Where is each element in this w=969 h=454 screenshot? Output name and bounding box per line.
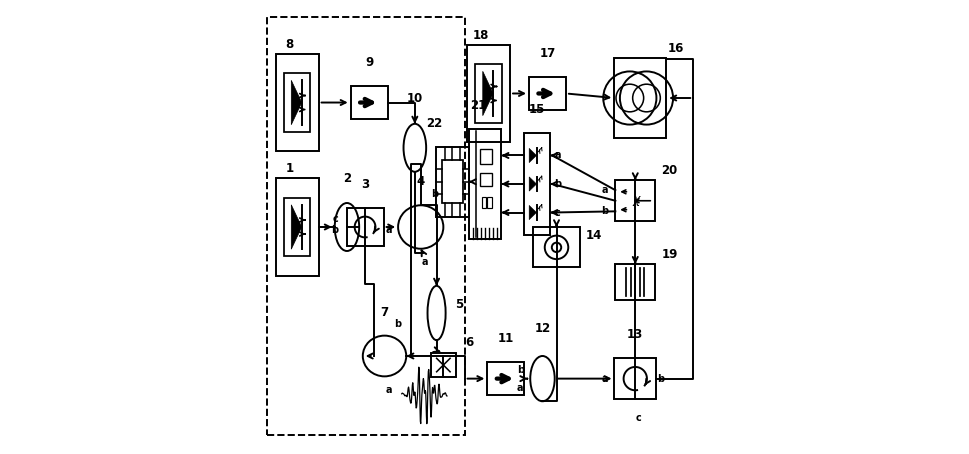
- Bar: [284, 198, 310, 256]
- Bar: [442, 160, 462, 203]
- Bar: [614, 180, 654, 221]
- Bar: [523, 133, 549, 235]
- Bar: [467, 45, 510, 142]
- Text: 22: 22: [426, 117, 442, 130]
- Text: a: a: [386, 385, 391, 395]
- Polygon shape: [529, 148, 536, 163]
- Text: 8: 8: [285, 38, 294, 51]
- Polygon shape: [529, 205, 536, 220]
- Text: 1: 1: [285, 162, 294, 175]
- Polygon shape: [291, 80, 301, 125]
- Text: 6: 6: [464, 336, 473, 350]
- Text: 7: 7: [380, 306, 389, 319]
- Text: b: b: [553, 179, 560, 189]
- Text: 5: 5: [454, 298, 463, 311]
- Text: $\chi$: $\chi$: [632, 194, 641, 208]
- Text: b: b: [601, 206, 608, 217]
- Text: a: a: [422, 257, 428, 267]
- Text: 14: 14: [585, 229, 601, 242]
- Bar: [430, 353, 455, 377]
- Bar: [613, 58, 666, 138]
- Text: 13: 13: [627, 328, 642, 341]
- Bar: [614, 264, 654, 301]
- Text: a: a: [516, 383, 523, 393]
- Text: 10: 10: [406, 93, 422, 105]
- Bar: [532, 227, 579, 267]
- Bar: [486, 197, 491, 208]
- Bar: [275, 54, 319, 151]
- Polygon shape: [529, 177, 536, 191]
- Bar: [436, 147, 468, 217]
- Text: a: a: [601, 374, 608, 384]
- Text: 11: 11: [497, 332, 514, 345]
- Text: 15: 15: [528, 103, 545, 116]
- Text: 19: 19: [661, 247, 677, 261]
- Text: 16: 16: [668, 42, 684, 55]
- Text: 20: 20: [661, 164, 677, 177]
- Text: b: b: [516, 365, 523, 375]
- Bar: [275, 178, 319, 276]
- Polygon shape: [291, 205, 301, 249]
- Bar: [480, 148, 491, 164]
- Bar: [468, 128, 501, 239]
- Polygon shape: [483, 71, 492, 116]
- Text: 21: 21: [470, 99, 486, 112]
- Text: a: a: [601, 185, 608, 195]
- Text: 9: 9: [364, 56, 373, 69]
- Text: 3: 3: [360, 178, 369, 192]
- Text: b: b: [331, 225, 338, 235]
- Text: b: b: [393, 319, 401, 329]
- Bar: [266, 16, 464, 435]
- Bar: [486, 362, 524, 395]
- Text: 2: 2: [342, 172, 351, 185]
- Text: c: c: [332, 214, 338, 224]
- Bar: [284, 74, 310, 132]
- Text: a: a: [553, 150, 560, 160]
- Bar: [482, 197, 485, 208]
- Bar: [346, 208, 383, 246]
- Bar: [613, 358, 655, 400]
- Bar: [350, 86, 388, 119]
- Bar: [480, 173, 491, 186]
- Text: 17: 17: [539, 47, 555, 60]
- Text: c: c: [635, 414, 641, 424]
- Text: b: b: [656, 374, 664, 384]
- Text: b: b: [430, 189, 437, 199]
- Bar: [528, 77, 566, 110]
- Text: a: a: [386, 225, 391, 235]
- Text: 4: 4: [416, 175, 424, 188]
- Text: 18: 18: [472, 29, 488, 42]
- Text: c: c: [554, 207, 560, 217]
- Bar: [475, 64, 501, 123]
- Text: 12: 12: [534, 322, 550, 336]
